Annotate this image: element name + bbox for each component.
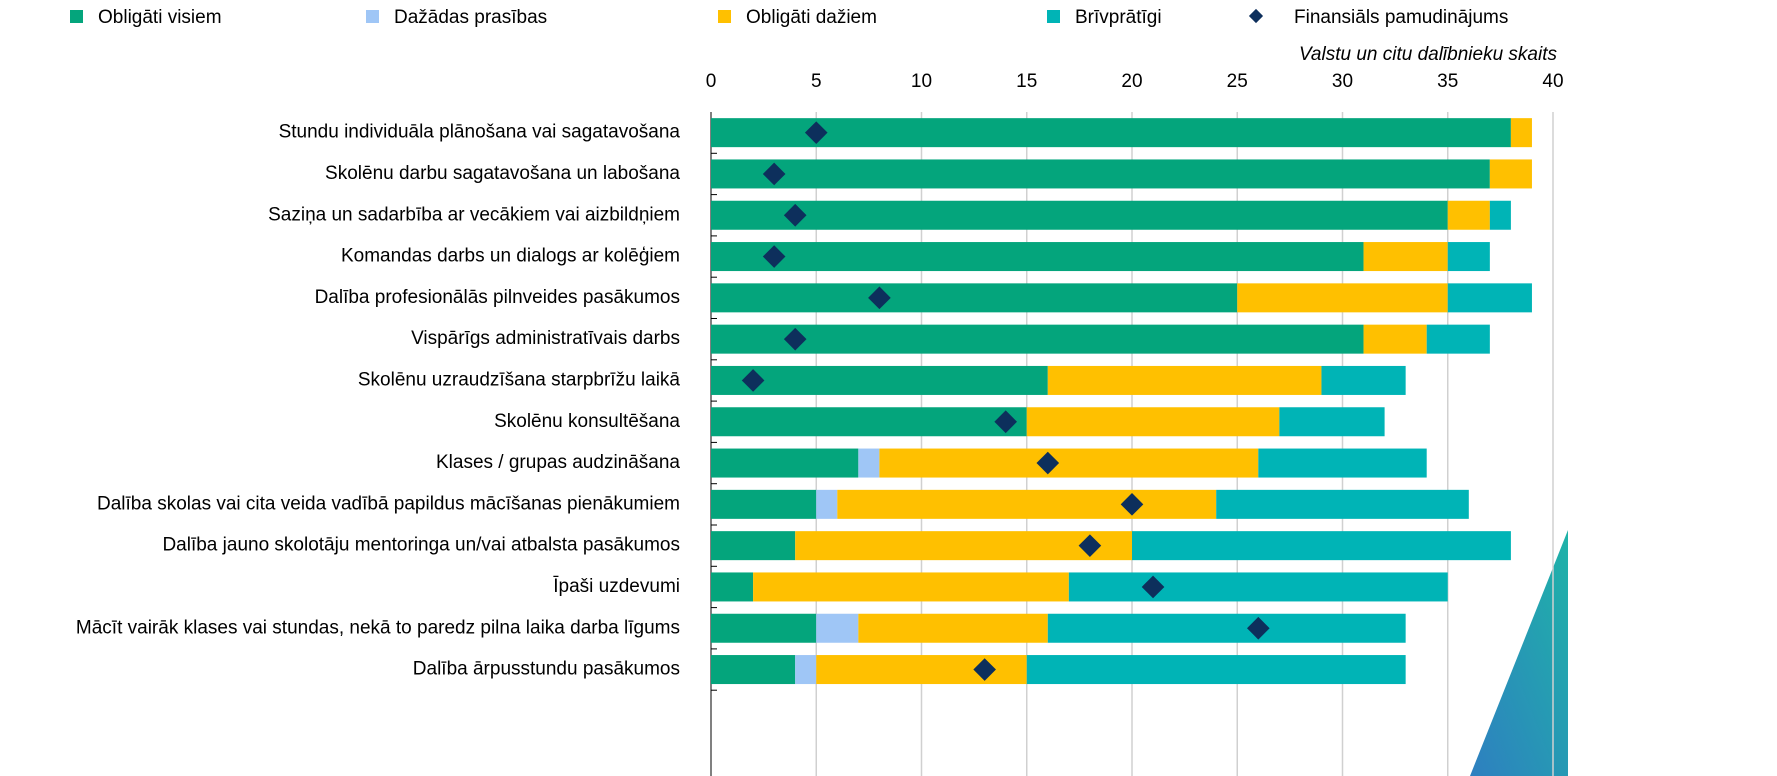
marker [783, 327, 807, 351]
bar-segment [837, 489, 1217, 519]
bar-segment [1363, 242, 1448, 272]
x-tick-label: 40 [1542, 71, 1563, 92]
bar-segment [711, 448, 859, 478]
bar-segment [711, 365, 1048, 395]
bar-segment [816, 613, 859, 643]
bar-segment [1489, 200, 1511, 230]
bar-segment [711, 655, 796, 685]
bar-segment [711, 283, 1238, 313]
x-tick-label: 35 [1437, 71, 1458, 92]
bar-segment [711, 118, 1511, 148]
category-label: Dalība jauno skolotāju mentoringa un/vai… [162, 535, 680, 556]
bar-segment [711, 531, 796, 561]
bar-segment [711, 572, 754, 602]
bar-segment [711, 159, 1490, 189]
decoration [1470, 530, 1568, 776]
bar-segment [711, 200, 1448, 230]
x-tick-label: 5 [811, 71, 822, 92]
bar-segment [711, 324, 1364, 354]
bar-segment [858, 613, 1048, 643]
x-tick-label: 20 [1121, 71, 1142, 92]
legend-swatch [366, 10, 379, 23]
category-label: Vispārīgs administratīvais darbs [411, 328, 680, 349]
bar-segment [1447, 242, 1490, 272]
bar-segment [1258, 448, 1427, 478]
legend-swatch [1248, 8, 1264, 24]
bar-segment [858, 448, 880, 478]
category-label: Īpaši uzdevumi [553, 576, 680, 597]
bar-segment [711, 407, 1027, 437]
bar-segment [1363, 324, 1427, 354]
marker [1078, 534, 1102, 557]
bar-segment [795, 655, 817, 685]
category-label: Dalība skolas vai cita veida vadībā papi… [97, 493, 680, 514]
legend-label: Brīvprātīgi [1075, 7, 1162, 28]
bar-segment [753, 572, 1069, 602]
bar-segment [1026, 407, 1280, 437]
bar-segment [1132, 531, 1511, 561]
bar-segment [1279, 407, 1385, 437]
bar-segment [711, 489, 817, 519]
x-tick-label: 10 [911, 71, 932, 92]
category-label: Skolēnu konsultēšana [494, 411, 680, 432]
bar-segment [1426, 324, 1490, 354]
category-label: Dalība profesionālās pilnveides pasākumo… [315, 287, 680, 308]
marker [973, 658, 996, 681]
category-label: Skolēnu darbu sagatavošana un labošana [325, 163, 680, 184]
bar-segment [1489, 159, 1532, 189]
x-tick-label: 30 [1332, 71, 1353, 92]
x-tick-label: 15 [1016, 71, 1037, 92]
marker [1141, 575, 1165, 599]
marker [868, 286, 891, 310]
category-label: Mācīt vairāk klases vai stundas, nekā to… [76, 617, 680, 638]
category-label: Dalība ārpusstundu pasākumos [413, 659, 680, 680]
bar-segment [795, 531, 1132, 561]
bar-segment [1447, 200, 1490, 230]
legend-label: Obligāti visiem [98, 7, 222, 28]
x-tick-label: 0 [706, 71, 717, 92]
marker [994, 410, 1018, 434]
category-label: Skolēnu uzraudzīšana starpbrīžu laikā [358, 369, 681, 390]
legend-label: Dažādas prasības [394, 7, 547, 28]
category-label: Klases / grupas audzināšana [436, 452, 680, 473]
bar-segment [1510, 118, 1532, 148]
category-label: Saziņa un sadarbība ar vecākiem vai aizb… [268, 204, 680, 225]
legend-label: Obligāti dažiem [746, 7, 877, 28]
category-label: Stundu individuāla plānošana vai sagatav… [279, 122, 681, 143]
bar-segment [879, 448, 1259, 478]
bar-segment [816, 489, 838, 519]
legend-swatch [718, 10, 731, 23]
marker [741, 369, 765, 392]
x-tick-label: 25 [1227, 71, 1248, 92]
bar-segment [1237, 283, 1448, 313]
bar-segment [1321, 365, 1406, 395]
marker [1246, 616, 1270, 640]
legend-swatch [1047, 10, 1060, 23]
bar-segment [1447, 283, 1532, 313]
axis-title: Valstu un citu dalībnieku skaits [1299, 44, 1558, 65]
legend-label: Finansiāls pamudinājums [1294, 7, 1508, 28]
bar-segment [1047, 365, 1322, 395]
legend-swatch [70, 10, 83, 23]
bar-segment [1026, 655, 1406, 685]
bar-segment [1216, 489, 1469, 519]
marker [1036, 451, 1060, 475]
bar-segment [1068, 572, 1448, 602]
bar-segment [711, 613, 817, 643]
bar-segment [1047, 613, 1406, 643]
bar-segment [711, 242, 1364, 272]
category-label: Komandas darbs un dialogs ar kolēģiem [341, 246, 680, 267]
